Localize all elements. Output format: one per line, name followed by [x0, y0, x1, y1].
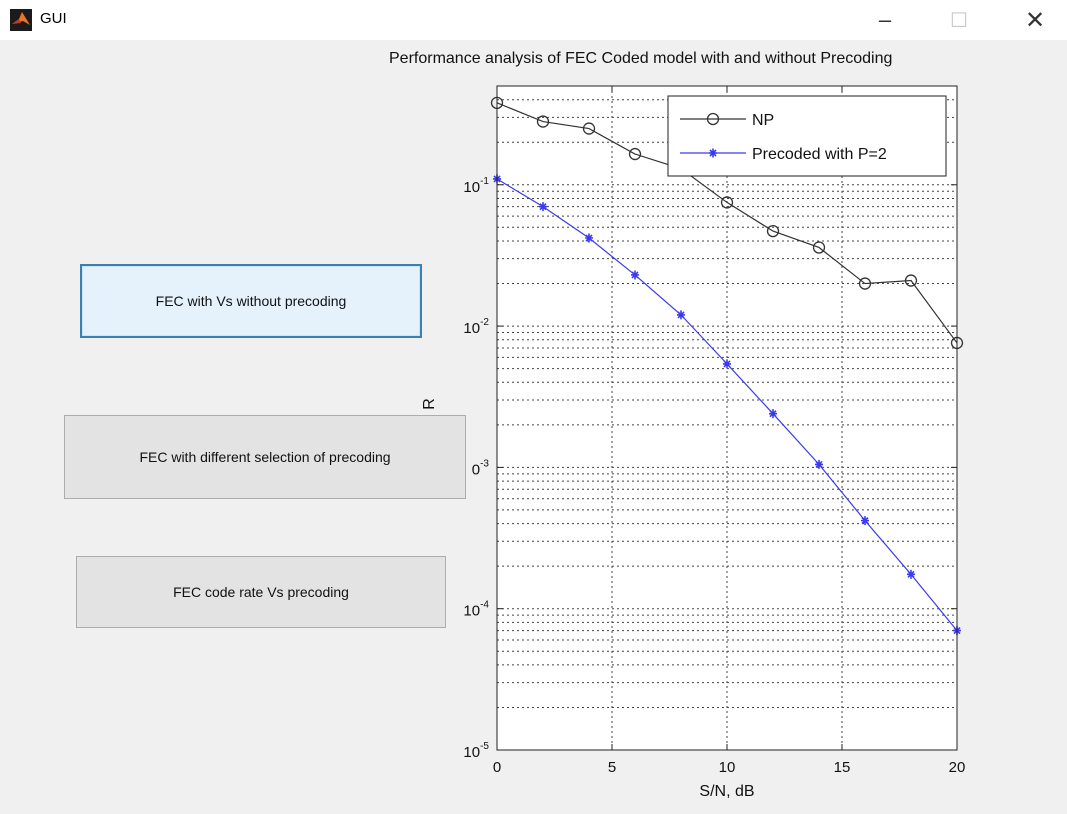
legend-precoded-label: Precoded with P=2: [752, 146, 887, 163]
np-data-point: [858, 277, 872, 290]
precoded-data-point: [861, 516, 869, 526]
y-axis-label: R: [421, 398, 438, 410]
precoded-data-point: [815, 459, 823, 469]
y-tick-label: 0-3: [472, 458, 490, 478]
precoded-data-point: [769, 409, 777, 419]
plot-series: [490, 96, 964, 636]
precoded-data-point: [539, 202, 547, 212]
y-tick-label: 10-5: [463, 741, 489, 761]
np-data-point: [812, 241, 826, 254]
y-tick-label: 10-2: [463, 317, 489, 337]
precoded-data-point: [723, 359, 731, 369]
x-tick-label: 0: [493, 759, 501, 776]
plot-title: Performance analysis of FEC Coded model …: [389, 50, 893, 67]
fec-code-rate-button[interactable]: FEC code rate Vs precoding: [76, 556, 446, 628]
maximize-button[interactable]: ☐: [950, 9, 968, 32]
legend: NP Precoded with P=2: [667, 95, 947, 177]
np-series-line: [496, 102, 958, 344]
np-data-point: [628, 147, 642, 161]
legend-np-label: NP: [752, 112, 774, 129]
x-tick-label: 20: [949, 759, 966, 776]
x-tick-label: 10: [719, 759, 736, 776]
precoded-data-point: [677, 310, 685, 320]
y-tick-label: 10-1: [463, 176, 489, 196]
precoded-data-point: [631, 270, 639, 280]
np-data-point: [720, 196, 734, 209]
matlab-icon: [10, 9, 32, 31]
legend-precoded-marker: [709, 148, 717, 158]
y-tick-label: 10-4: [463, 600, 489, 620]
np-data-point: [766, 224, 780, 238]
np-data-point: [536, 115, 550, 128]
window-title: GUI: [40, 10, 67, 27]
precoded-data-point: [907, 569, 915, 579]
np-data-point: [904, 274, 918, 287]
plot-area: [497, 86, 957, 750]
np-data-point: [582, 122, 596, 135]
legend-box: [667, 95, 947, 177]
precoded-data-point: [585, 233, 593, 243]
fec-precoding-selection-button[interactable]: FEC with different selection of precodin…: [64, 415, 466, 499]
x-tick-label: 15: [834, 759, 851, 776]
plot-ticks: 0 5 10 15 20 10-1 10-2 0-3 10-4 10-5: [463, 86, 965, 776]
fec-without-precoding-button[interactable]: FEC with Vs without precoding: [80, 264, 422, 338]
x-tick-label: 5: [608, 759, 616, 776]
x-axis-label: S/N, dB: [699, 783, 754, 800]
title-bar: GUI – ☐ ✕: [0, 0, 1067, 40]
legend-np-marker: [706, 112, 720, 126]
close-button[interactable]: ✕: [1024, 6, 1046, 34]
minimize-button[interactable]: –: [878, 7, 892, 32]
